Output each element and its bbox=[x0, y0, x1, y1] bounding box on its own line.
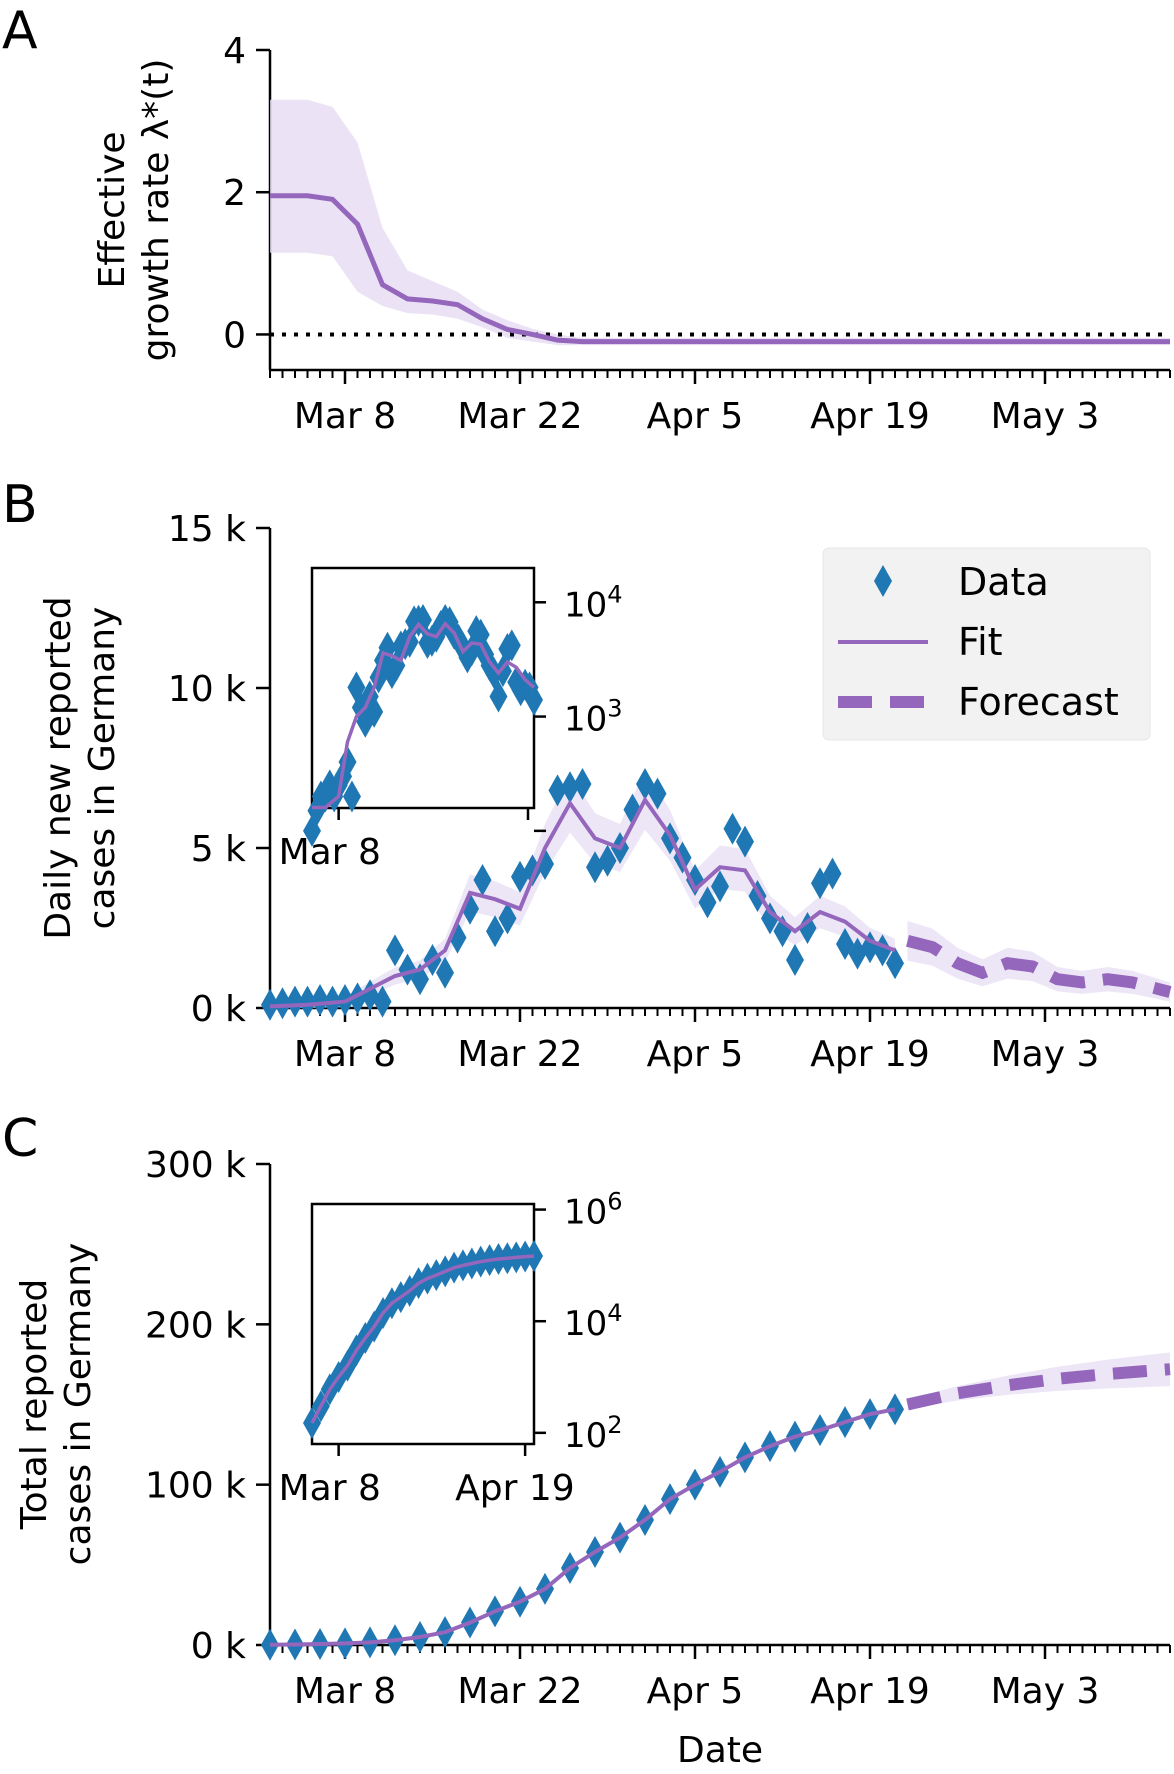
inset-y-tick-label: 103 bbox=[564, 695, 623, 740]
y-axis-label-line2: cases in Germany bbox=[58, 1243, 99, 1566]
legend-label: Data bbox=[958, 560, 1049, 604]
inset-b: 104 103 Mar 8 bbox=[279, 566, 623, 873]
legend-label: Fit bbox=[958, 620, 1003, 664]
x-tick-label: Apr 5 bbox=[647, 396, 744, 437]
x-tick-label: May 3 bbox=[991, 1034, 1100, 1075]
inset-y-tick-label: 104 bbox=[564, 580, 623, 625]
y-tick-label: 10 k bbox=[168, 669, 246, 710]
x-tick-label: Apr 19 bbox=[810, 1671, 930, 1712]
y-axis-label-line1: Daily new reported bbox=[38, 596, 79, 939]
y-tick-label: 200 k bbox=[145, 1305, 246, 1346]
panel-letter: C bbox=[2, 1109, 38, 1169]
y-tick-label: 0 k bbox=[191, 989, 246, 1030]
data-point bbox=[548, 774, 567, 807]
inset-x-tick-label: Apr 19 bbox=[455, 1468, 575, 1509]
x-tick-label: Mar 8 bbox=[294, 1671, 396, 1712]
inset-data-point bbox=[342, 780, 361, 813]
inset-data-point bbox=[525, 683, 543, 716]
data-point bbox=[598, 844, 617, 877]
y-axis-label-line1: Effective bbox=[92, 131, 133, 288]
forecast-band bbox=[907, 921, 1170, 1002]
inset-y-tick-label: 106 bbox=[564, 1188, 623, 1233]
data-point bbox=[886, 947, 904, 980]
y-axis-label-line2: growth rate λ*(t) bbox=[136, 59, 177, 362]
data-point bbox=[711, 870, 729, 903]
y-tick-label: 0 bbox=[223, 315, 246, 356]
x-tick-label: Mar 22 bbox=[457, 1671, 582, 1712]
data-point bbox=[386, 934, 404, 967]
panel-a: A Effective growth rate λ*(t) 0 2 4 Mar 8 Mar 2… bbox=[2, 1, 1171, 437]
y-tick-label: 4 bbox=[223, 31, 246, 72]
data-point bbox=[723, 812, 742, 845]
inset-c: 106 104 102 Mar 8 Apr 19 bbox=[279, 1188, 623, 1509]
data-point bbox=[823, 857, 842, 890]
inset-data-point bbox=[365, 695, 384, 728]
data-point bbox=[348, 982, 367, 1015]
legend-label: Forecast bbox=[958, 680, 1119, 724]
fit-line bbox=[269, 796, 896, 1009]
y-tick-label: 0 k bbox=[191, 1626, 246, 1667]
x-tick-label: Apr 19 bbox=[810, 396, 930, 437]
inset-data-point bbox=[525, 1240, 543, 1273]
inset-data-point bbox=[502, 629, 521, 662]
data-point bbox=[736, 825, 754, 858]
data-point bbox=[748, 880, 767, 912]
fit-line bbox=[269, 1407, 896, 1647]
forecast-line bbox=[906, 1363, 1171, 1411]
y-tick-label: 300 k bbox=[145, 1145, 246, 1186]
data-point bbox=[311, 984, 329, 1016]
panel-c: C Total reported cases in Germany 0 k 100 k 2… bbox=[2, 1109, 1171, 1712]
data-point bbox=[298, 985, 317, 1018]
legend-data-marker bbox=[874, 565, 892, 597]
inset-y-tick-label: 104 bbox=[564, 1299, 623, 1344]
x-tick-label: Mar 22 bbox=[457, 1034, 582, 1075]
y-tick-label: 100 k bbox=[145, 1466, 246, 1507]
x-tick-label: May 3 bbox=[991, 1671, 1100, 1712]
data-point bbox=[561, 771, 579, 804]
inset-x-tick-label: Mar 8 bbox=[279, 832, 381, 873]
data-point bbox=[436, 956, 454, 989]
inset-frame bbox=[310, 1202, 536, 1446]
data-point bbox=[648, 777, 667, 810]
panel-b: B Daily new reported cases in Germany 0 k 5 … bbox=[2, 475, 1172, 1075]
data-point bbox=[698, 886, 717, 919]
y-axis-label-line2: cases in Germany bbox=[82, 607, 123, 930]
data-point bbox=[286, 985, 304, 1018]
data-point bbox=[498, 902, 517, 935]
x-tick-label: Apr 5 bbox=[647, 1034, 744, 1075]
data-point bbox=[486, 915, 504, 948]
x-tick-label: Mar 8 bbox=[294, 1034, 396, 1075]
data-point bbox=[786, 944, 804, 976]
x-tick-label: Mar 22 bbox=[457, 396, 582, 437]
inset-fit-line bbox=[312, 620, 536, 810]
x-axis-label: Date bbox=[677, 1730, 763, 1771]
inset-x-tick-label: Mar 8 bbox=[279, 1468, 381, 1509]
x-tick-label: Apr 19 bbox=[810, 1034, 930, 1075]
inset-fit-line bbox=[310, 1254, 535, 1424]
x-tick-label: Mar 8 bbox=[294, 396, 396, 437]
y-tick-label: 2 bbox=[223, 173, 246, 214]
x-tick-label: Apr 5 bbox=[647, 1671, 744, 1712]
data-point bbox=[273, 987, 292, 1020]
y-axis-label-line1: Total reported bbox=[14, 1279, 55, 1530]
inset-data-point bbox=[489, 680, 508, 713]
x-tick-label: May 3 bbox=[991, 396, 1100, 437]
y-tick-label: 15 k bbox=[168, 509, 246, 550]
data-point bbox=[761, 902, 779, 935]
legend-box bbox=[822, 547, 1151, 741]
data-point bbox=[373, 985, 392, 1018]
panel-letter: A bbox=[2, 1, 38, 61]
y-tick-label: 5 k bbox=[191, 829, 246, 870]
confidence-band bbox=[270, 99, 1170, 346]
panel-letter: B bbox=[2, 475, 38, 535]
data-point bbox=[573, 768, 592, 800]
inset-y-tick-label: 102 bbox=[564, 1411, 623, 1456]
legend: Data Fit Forecast bbox=[822, 547, 1151, 741]
growth-rate-line bbox=[270, 193, 1170, 345]
data-point bbox=[473, 864, 492, 896]
